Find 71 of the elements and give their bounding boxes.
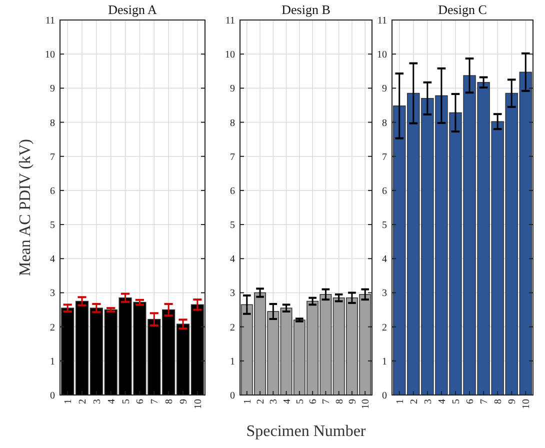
y-axis-title: Mean AC PDIV (kV) [17, 138, 34, 276]
y-tick-label: 2 [230, 322, 235, 334]
x-tick-label: 4 [106, 399, 118, 404]
y-tick-label: 0 [382, 390, 387, 402]
x-tick-label: 2 [408, 399, 420, 404]
y-tick-label: 6 [382, 186, 387, 197]
x-tick-label: 6 [308, 399, 320, 404]
y-tick-label: 5 [230, 220, 235, 232]
x-tick-label: 4 [282, 399, 293, 404]
x-tick-label: 8 [493, 399, 504, 404]
y-tick-label: 9 [382, 84, 387, 95]
x-tick-label: 1 [63, 399, 74, 404]
y-tick-label: 7 [382, 152, 387, 163]
y-tick-label: 3 [382, 288, 387, 300]
y-tick-label: 8 [50, 118, 55, 129]
x-tick-label: 8 [164, 399, 176, 404]
y-tick-label: 9 [50, 84, 55, 95]
y-tick-label: 9 [230, 84, 235, 95]
y-tick-label: 7 [230, 152, 235, 163]
x-tick-label: 3 [92, 399, 103, 404]
x-tick-label: 2 [256, 399, 267, 404]
chart-title: Design B [282, 2, 331, 17]
y-tick-label: 3 [230, 288, 235, 300]
y-tick-label: 4 [382, 254, 387, 266]
x-tick-label: 7 [150, 399, 161, 404]
y-tick-label: 4 [50, 254, 55, 266]
y-tick-label: 8 [230, 118, 235, 129]
x-tick-label: 9 [507, 399, 518, 404]
y-tick-label: 10 [377, 50, 387, 61]
x-tick-label: 3 [422, 399, 434, 404]
x-tick-label: 7 [321, 399, 332, 404]
x-tick-label: 3 [268, 399, 280, 404]
x-tick-label: 10 [360, 399, 372, 409]
y-tick-label: 5 [382, 220, 387, 232]
x-tick-label: 5 [450, 399, 462, 404]
x-axis-title: Specimen Number [246, 423, 366, 440]
y-tick-label: 3 [50, 288, 55, 300]
x-tick-label: 6 [135, 399, 146, 404]
y-tick-label: 0 [230, 390, 235, 402]
y-tick-label: 11 [45, 16, 55, 26]
y-tick-label: 8 [382, 118, 387, 129]
y-tick-label: 11 [225, 16, 235, 26]
y-tick-label: 6 [50, 186, 55, 197]
y-tick-label: 10 [225, 50, 235, 61]
y-tick-label: 2 [50, 322, 55, 334]
y-tick-label: 5 [50, 220, 55, 232]
x-tick-label: 1 [242, 399, 254, 404]
x-tick-label: 9 [178, 399, 190, 404]
y-tick-label: 1 [50, 356, 55, 368]
y-tick-label: 6 [230, 186, 235, 197]
x-tick-label: 2 [78, 399, 88, 404]
y-tick-label: 2 [382, 322, 387, 334]
y-tick-label: 1 [382, 356, 387, 368]
y-tick-label: 4 [230, 254, 235, 266]
x-tick-label: 9 [347, 399, 358, 404]
y-tick-label: 10 [45, 50, 55, 61]
y-tick-label: 0 [50, 390, 55, 402]
x-tick-label: 6 [465, 399, 476, 404]
x-tick-label: 10 [192, 399, 204, 409]
x-tick-label: 8 [334, 399, 346, 404]
chart-title: Design A [108, 2, 158, 17]
x-tick-label: 7 [479, 399, 490, 404]
chart-title: Design C [438, 2, 487, 17]
x-tick-label: 5 [120, 399, 132, 404]
x-tick-label: 5 [294, 399, 306, 404]
y-tick-label: 11 [377, 16, 387, 26]
y-tick-label: 7 [50, 152, 55, 163]
x-tick-label: 1 [394, 399, 406, 404]
x-tick-label: 10 [521, 399, 532, 409]
x-tick-label: 4 [436, 399, 448, 404]
y-tick-label: 1 [230, 356, 235, 368]
